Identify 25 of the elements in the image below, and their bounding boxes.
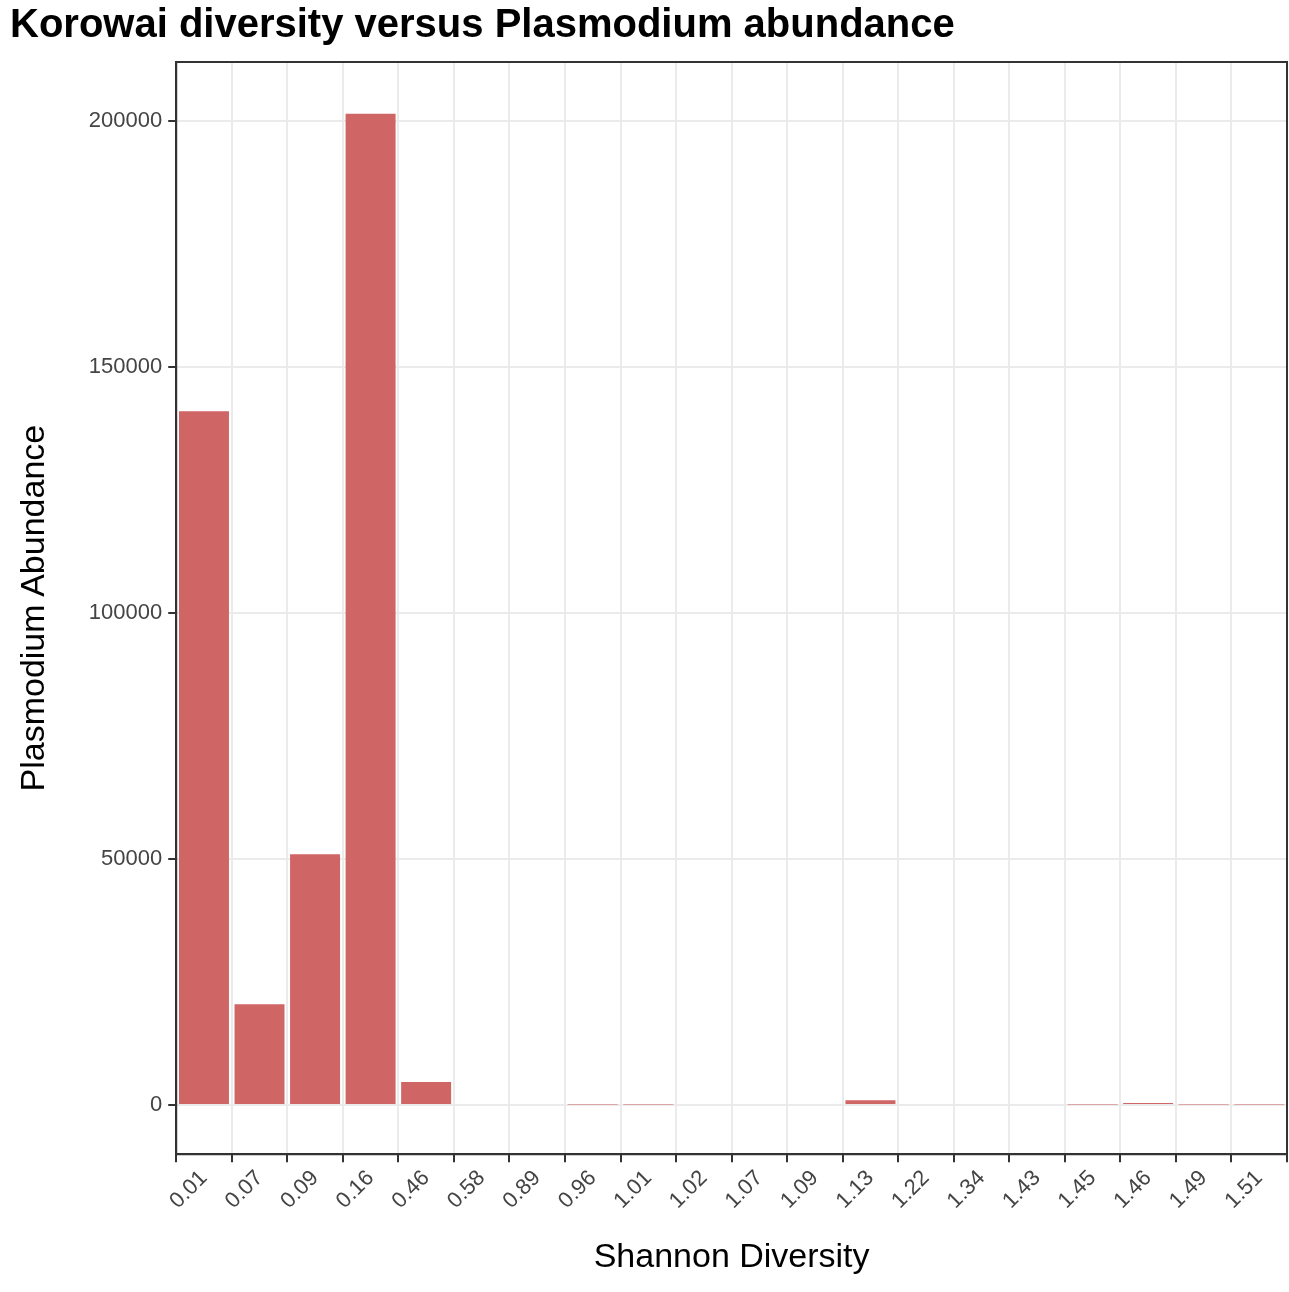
x-tick-label: 0.89: [497, 1164, 546, 1213]
x-tick-label: 0.01: [163, 1164, 212, 1213]
bar: [845, 1100, 896, 1105]
x-axis-title: Shannon Diversity: [593, 1235, 870, 1274]
y-tick-label: 200000: [88, 107, 163, 133]
bar: [178, 411, 229, 1105]
x-tick-label: 1.01: [608, 1164, 657, 1213]
x-tick-label: 1.51: [1219, 1164, 1268, 1213]
y-tick-label: 100000: [88, 599, 163, 625]
y-axis-title: Plasmodium Abundance: [12, 424, 51, 792]
x-tick-label: 0.46: [386, 1164, 434, 1213]
y-tick-label: 0: [149, 1091, 163, 1117]
y-tick-label: 50000: [101, 845, 163, 871]
x-tick-label: 0.58: [441, 1164, 490, 1213]
bar: [290, 854, 341, 1105]
y-tick-label: 150000: [88, 353, 163, 379]
bar: [401, 1081, 452, 1105]
x-tick-label: 1.09: [774, 1164, 823, 1213]
x-tick-label: 0.16: [330, 1164, 379, 1213]
bar: [234, 1004, 285, 1105]
chart-title: Korowai diversity versus Plasmodium abundance: [10, 1, 955, 46]
x-tick-label: 1.49: [1163, 1164, 1212, 1213]
x-tick-label: 0.96: [552, 1164, 601, 1213]
bar: [345, 113, 396, 1105]
x-tick-label: 0.09: [274, 1164, 323, 1213]
